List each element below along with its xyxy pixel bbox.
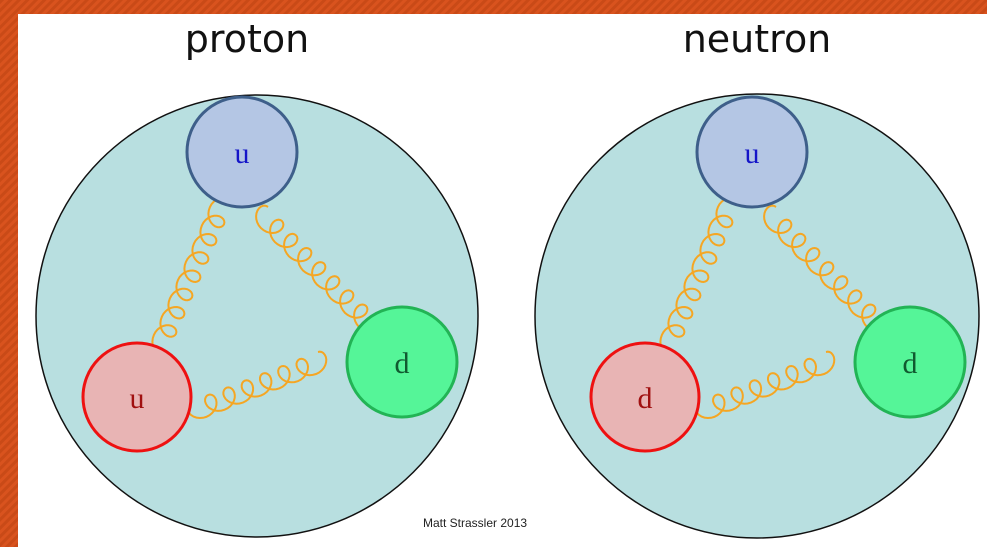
gluon [763,204,891,333]
quark-label: d [638,382,653,415]
quarks: u u d u d d [81,95,967,453]
quark [81,341,193,453]
quark [185,95,299,209]
panel-title: neutron [683,17,832,61]
gluons [151,196,891,420]
quark-label: d [395,347,410,380]
quark [345,305,459,419]
quark [695,95,809,209]
panel-title: proton [185,17,309,61]
quark-label: u [235,137,250,170]
quark-label: d [903,347,918,380]
gluon [185,350,328,420]
gluon [151,196,234,357]
credit: Matt Strassler 2013 [423,516,527,530]
quark-label: u [130,382,145,415]
gluon [693,350,836,420]
quark [853,305,967,419]
quark [589,341,701,453]
gluon [255,204,383,333]
quark-label: u [745,137,760,170]
gluon [659,196,742,357]
